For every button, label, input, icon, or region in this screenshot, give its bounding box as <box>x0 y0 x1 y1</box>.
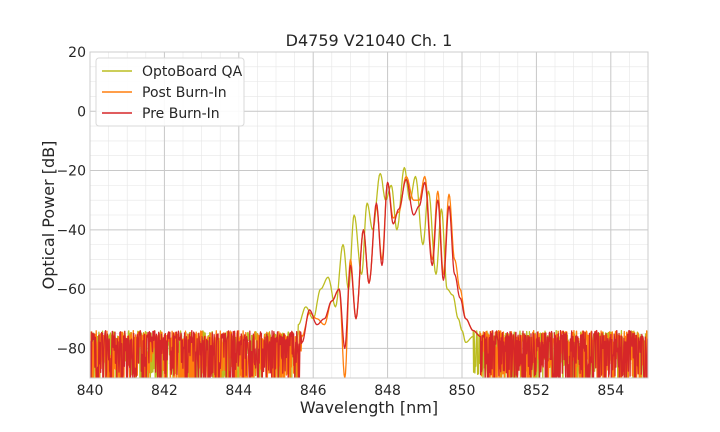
legend-box <box>95 57 245 127</box>
y-tick-label: 20 <box>68 45 86 61</box>
legend-label-optoboard-qa: OptoBoard QA <box>142 64 243 80</box>
y-tick-label: −60 <box>56 282 86 298</box>
legend-label-post-burn-in: Post Burn-In <box>142 85 227 101</box>
x-tick-label: 854 <box>597 383 624 399</box>
y-tick-label: −20 <box>56 164 86 180</box>
series-layer <box>90 166 648 378</box>
x-tick-labels: 840 842 844 846 848 850 852 854 <box>77 383 625 399</box>
x-tick-label: 852 <box>523 383 550 399</box>
x-tick-label: 846 <box>300 383 327 399</box>
series-line-pre-burn-in <box>90 178 648 378</box>
x-tick-label: 848 <box>374 383 401 399</box>
y-tick-label: −40 <box>56 223 86 239</box>
x-tick-label: 842 <box>151 383 178 399</box>
y-tick-labels: 20 0 −20 −40 −60 −80 <box>56 45 86 357</box>
plot-frame <box>89 51 649 379</box>
legend-label-pre-burn-in: Pre Burn-In <box>142 106 220 122</box>
y-tick-label: −80 <box>56 341 86 357</box>
x-tick-label: 840 <box>77 383 104 399</box>
legend: OptoBoard QA Post Burn-In Pre Burn-In <box>95 57 245 127</box>
x-axis-label: Wavelength [nm] <box>300 398 438 417</box>
y-tick-label: 0 <box>77 104 86 120</box>
x-tick-label: 850 <box>449 383 476 399</box>
x-tick-label: 844 <box>225 383 252 399</box>
chart-title: D4759 V21040 Ch. 1 <box>286 31 453 50</box>
y-axis-label: Optical Power [dB] <box>39 141 58 290</box>
